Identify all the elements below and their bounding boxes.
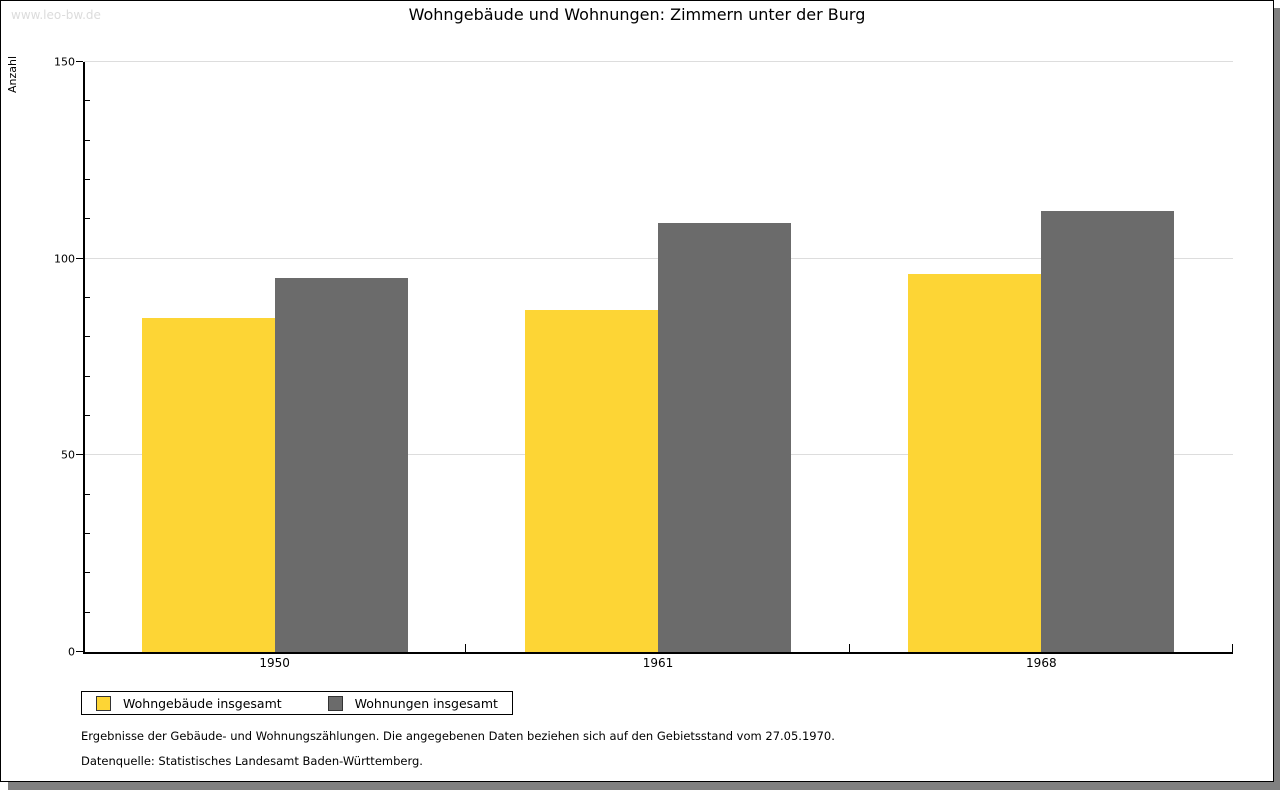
x-axis-line [83,652,1233,654]
x-boundary-tick-1 [465,644,466,652]
y-tick-label-150: 150 [54,55,75,69]
legend-label: Wohngebäude insgesamt [123,695,282,711]
legend-swatch [96,695,111,711]
legend-box: Wohngebäude insgesamt Wohnungen insgesamt [81,691,513,715]
legend-item-wohnungen-insgesamt: Wohnungen insgesamt [327,695,498,711]
footnote-data-source: Datenquelle: Statistisches Landesamt Bad… [81,754,423,768]
bar-wohngeb-ude-insgesamt-1950 [142,318,275,652]
y-minor-tick-130 [85,139,90,141]
watermark-leo-bw: www.leo-bw.de [11,8,101,22]
chart-title: Wohngebäude und Wohnungen: Zimmern unter… [408,5,866,24]
y-axis-line [83,62,85,652]
y-minor-tick-60 [85,415,90,416]
y-major-tick-50 [76,454,83,456]
x-boundary-tick-2 [849,644,850,652]
x-axis-label-1968: 1968 [1026,656,1057,670]
y-minor-tick-80 [85,336,90,338]
y-tick-label-0: 0 [68,645,75,659]
y-minor-tick-120 [85,179,90,180]
bar-wohnungen-insgesamt-1950 [275,278,408,652]
y-tick-label-50: 50 [61,448,75,462]
legend-label: Wohnungen insgesamt [354,695,498,711]
bar-wohngeb-ude-insgesamt-1968 [908,274,1041,652]
x-axis-label-1961: 1961 [642,656,674,670]
y-minor-tick-70 [85,375,90,377]
legend-item-wohngeb-ude-insgesamt: Wohngebäude insgesamt [96,695,282,711]
bar-wohnungen-insgesamt-1961 [658,223,791,652]
y-minor-tick-20 [85,572,90,574]
y-major-tick-0 [76,651,83,652]
y-minor-tick-10 [85,611,90,613]
y-major-tick-150 [76,61,83,62]
gridline-150 [84,61,1233,62]
y-minor-tick-110 [85,218,90,220]
y-minor-tick-90 [85,297,90,298]
footnote-source-note: Ergebnisse der Gebäude- und Wohnungszähl… [81,729,835,743]
bar-wohnungen-insgesamt-1968 [1041,211,1174,652]
legend-swatch [327,695,343,711]
x-boundary-tick-3 [1232,644,1233,652]
y-minor-tick-30 [85,533,90,534]
y-minor-tick-40 [85,493,90,495]
y-major-tick-100 [76,257,83,259]
x-axis-label-1950: 1950 [259,656,290,670]
plot-area: 0 50 100 150 1950 1961 1968 [54,56,1233,670]
y-tick-label-100: 100 [54,252,75,266]
bar-wohngeb-ude-insgesamt-1961 [525,310,658,652]
y-minor-tick-140 [85,100,90,102]
